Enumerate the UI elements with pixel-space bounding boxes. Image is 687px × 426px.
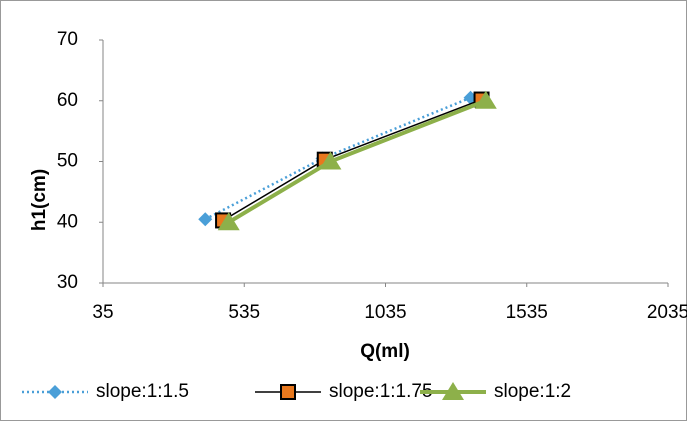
legend-marker [280,384,296,400]
y-tick-label: 30 [57,272,78,293]
legend-label: slope:1:1.5 [96,381,189,402]
x-tick-label: 2035 [647,302,687,323]
x-tick-label: 35 [92,302,113,323]
y-tick-label: 60 [57,90,78,111]
legend-label: slope:1:1.75 [329,381,433,402]
y-axis-title: h1(cm) [29,169,50,231]
y-tick-label: 40 [57,211,78,232]
legend-label: slope:1:2 [494,381,571,402]
legend-marker [442,382,464,400]
data-point [474,90,497,109]
x-tick-label: 1535 [506,302,548,323]
x-axis-title: Q(ml) [360,341,410,362]
x-tick-label: 535 [228,302,260,323]
y-tick-label: 70 [57,29,78,50]
data-point [217,212,240,231]
legend-marker [48,385,62,399]
data-point [198,212,213,227]
data-point [319,151,342,170]
x-tick-label: 1035 [364,302,406,323]
y-tick-label: 50 [57,151,78,172]
